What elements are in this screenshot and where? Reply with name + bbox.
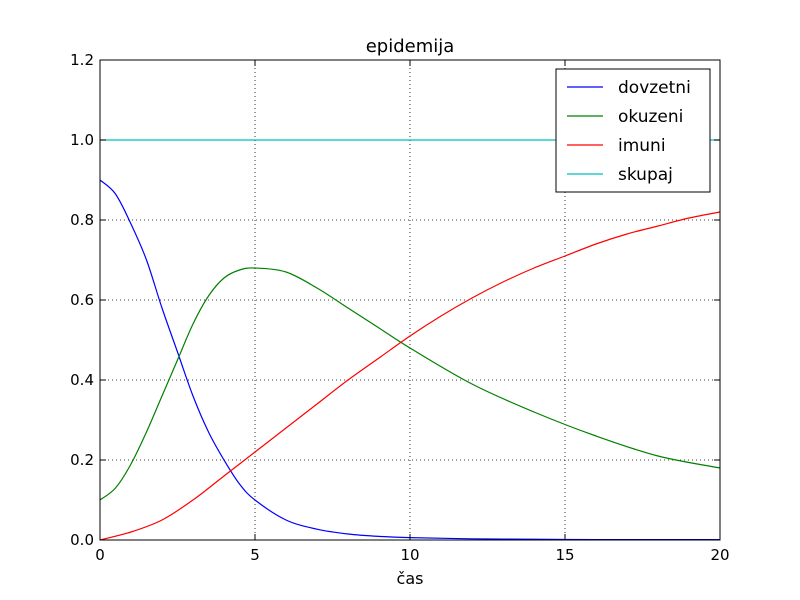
series-lines [99,139,721,541]
y-tick-label: 1.0 [70,131,94,149]
series-line-dovzetni [99,179,720,541]
x-tick-label: 20 [710,546,729,564]
x-tick-label: 10 [400,546,419,564]
x-axis-label: čas [397,569,424,588]
series-line-okuzeni [99,267,721,501]
legend-label-imuni: imuni [618,136,666,156]
y-tick-label: 0.6 [70,291,94,309]
legend: dovzetni okuzeni imuni skupaj [555,68,711,193]
y-tick-label: 0.2 [70,451,94,469]
x-tick-label: 5 [250,546,260,564]
axis-ticks: 0 5 10 15 20 0.0 0.2 0.4 0.6 0.8 1.0 1.2 [70,51,729,564]
series-line-imuni [99,211,721,541]
y-tick-label: 1.2 [70,51,94,69]
y-tick-label: 0.4 [70,371,94,389]
chart-title: epidemija [366,36,455,57]
legend-box [555,68,711,193]
y-tick-label: 0.0 [70,531,94,549]
legend-label-skupaj: skupaj [618,165,673,185]
legend-label-dovzetni: dovzetni [618,78,691,98]
legend-label-okuzeni: okuzeni [618,107,683,127]
x-tick-label: 0 [95,546,105,564]
y-tick-label: 0.8 [70,211,94,229]
x-tick-label: 15 [555,546,574,564]
